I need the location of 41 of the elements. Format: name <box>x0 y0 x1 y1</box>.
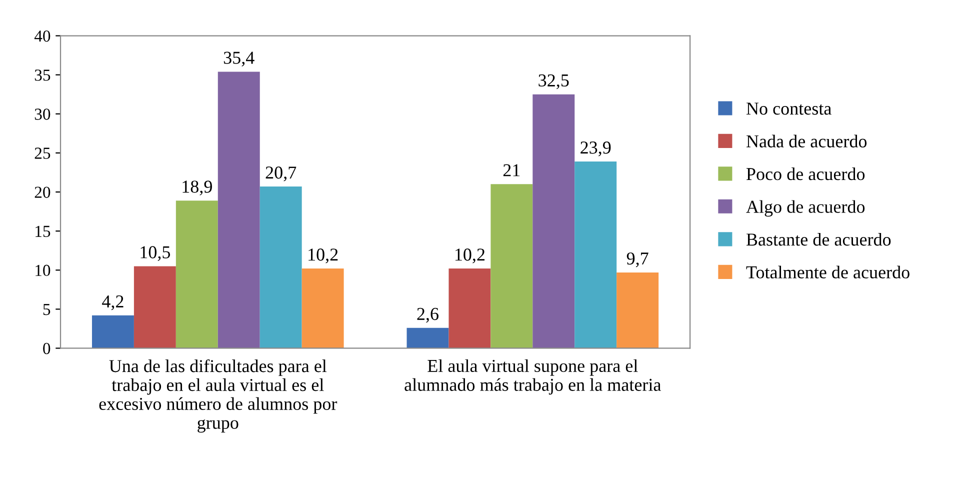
legend-label: Bastante de acuerdo <box>746 232 891 246</box>
legend-label: No contesta <box>746 102 832 115</box>
legend-label: Totalmente de acuerdo <box>746 266 910 278</box>
y-tick-label: 40 <box>34 30 50 42</box>
data-label: 32,5 <box>538 74 569 90</box>
bar <box>490 184 533 348</box>
data-label: 10,2 <box>455 248 485 264</box>
data-label: 10,5 <box>140 246 170 261</box>
bar <box>176 200 218 348</box>
data-label: 20,7 <box>266 166 296 182</box>
data-label: 10,2 <box>308 248 338 264</box>
bar <box>406 328 449 348</box>
bar <box>448 268 491 348</box>
bar <box>134 266 176 348</box>
x-tick-label: El aula virtual supone para el alumnado más trabajo en la materia <box>404 359 661 395</box>
data-label: 18,9 <box>182 180 212 196</box>
bar <box>260 186 302 348</box>
y-tick-label: 15 <box>36 226 50 237</box>
data-label: 35,4 <box>224 52 254 66</box>
data-label: 4,2 <box>102 295 124 310</box>
bar <box>302 268 344 348</box>
data-label: 23,9 <box>580 142 611 156</box>
y-tick-label: 0 <box>43 342 50 354</box>
legend-label: Poco de acuerdo <box>746 167 865 180</box>
bar <box>616 272 659 348</box>
y-tick-label: 20 <box>34 186 50 198</box>
bar <box>218 72 260 348</box>
data-label: 9,7 <box>626 252 648 268</box>
x-tick-label: Una de las dificultades para el trabajo en el aula virtual es el excesivo número de alumnos por grupo <box>99 359 338 433</box>
legend-label: Algo de acuerdo <box>746 200 865 217</box>
bar <box>532 94 575 348</box>
data-label: 2,6 <box>417 308 438 323</box>
y-tick-label: 10 <box>36 264 50 276</box>
bar <box>92 315 134 348</box>
y-tick-label: 35 <box>34 70 50 81</box>
y-tick-label: 30 <box>34 108 50 120</box>
data-label: 21 <box>503 164 520 176</box>
bar <box>574 162 617 348</box>
legend-label: Nada de acuerdo <box>746 134 867 148</box>
y-tick-label: 5 <box>43 304 50 316</box>
y-tick-label: 25 <box>34 148 50 159</box>
